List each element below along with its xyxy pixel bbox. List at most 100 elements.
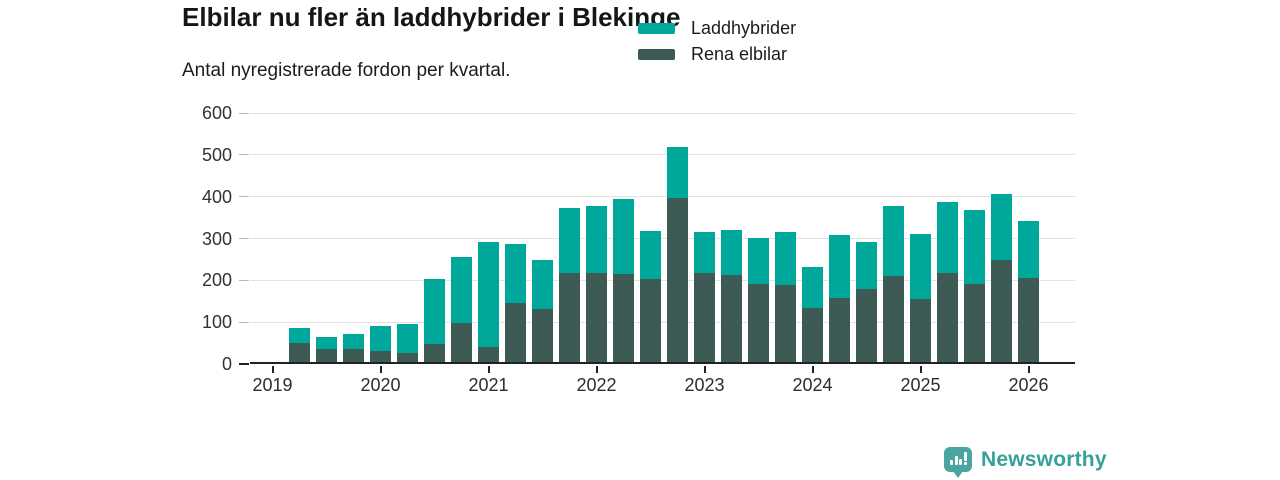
- bar-2019-Q4-laddhybrider: [343, 334, 364, 349]
- y-axis-label-500: 500: [172, 146, 232, 164]
- bar-2020-Q4-laddhybrider: [451, 257, 472, 324]
- bar-2023-Q2-rena-elbilar: [721, 275, 742, 362]
- brand-name: Newsworthy: [981, 448, 1107, 472]
- bar-2025-Q4-rena-elbilar: [991, 260, 1012, 362]
- bar-2019-Q2-laddhybrider: [289, 328, 310, 344]
- bar-2024-Q3-rena-elbilar: [856, 289, 877, 362]
- gridline-y-500: [250, 154, 1075, 155]
- x-axis-label-2020: 2020: [336, 375, 426, 396]
- x-tick-mark-2026: [1028, 366, 1030, 373]
- bar-2025-Q1-rena-elbilar: [910, 299, 931, 362]
- bar-2023-Q4-rena-elbilar: [775, 285, 796, 362]
- bar-2022-Q1-rena-elbilar: [586, 273, 607, 363]
- bar-2026-Q1-laddhybrider: [1018, 221, 1039, 279]
- bar-2020-Q2-rena-elbilar: [397, 353, 418, 362]
- bar-2025-Q3-rena-elbilar: [964, 284, 985, 362]
- bar-2026-Q1-rena-elbilar: [1018, 278, 1039, 362]
- bar-2020-Q2-laddhybrider: [397, 324, 418, 352]
- x-axis-label-2025: 2025: [876, 375, 966, 396]
- x-axis-label-2021: 2021: [444, 375, 534, 396]
- x-axis-label-2024: 2024: [768, 375, 858, 396]
- bar-2022-Q1-laddhybrider: [586, 206, 607, 273]
- bar-2021-Q2-laddhybrider: [505, 244, 526, 303]
- bar-2022-Q3-laddhybrider: [640, 231, 661, 279]
- bar-2025-Q4-laddhybrider: [991, 194, 1012, 260]
- y-axis-label-600: 600: [172, 104, 232, 122]
- bar-2023-Q2-laddhybrider: [721, 230, 742, 275]
- bar-2020-Q1-rena-elbilar: [370, 351, 391, 362]
- bar-2020-Q3-laddhybrider: [424, 279, 445, 344]
- x-tick-mark-2025: [920, 366, 922, 373]
- x-axis-label-2026: 2026: [984, 375, 1074, 396]
- logo-bar-3: [959, 459, 962, 465]
- bar-2021-Q2-rena-elbilar: [505, 303, 526, 362]
- bar-2023-Q4-laddhybrider: [775, 232, 796, 284]
- x-tick-mark-2021: [488, 366, 490, 373]
- bar-2023-Q3-laddhybrider: [748, 238, 769, 284]
- logo-bar-1: [950, 460, 953, 465]
- bar-2022-Q3-rena-elbilar: [640, 279, 661, 362]
- x-axis-label-2022: 2022: [552, 375, 642, 396]
- bar-2020-Q4-rena-elbilar: [451, 323, 472, 362]
- bar-2020-Q1-laddhybrider: [370, 326, 391, 351]
- y-tick-mark-600: [239, 113, 249, 114]
- bar-2020-Q3-rena-elbilar: [424, 344, 445, 362]
- y-axis-label-100: 100: [172, 313, 232, 331]
- x-axis-label-2019: 2019: [228, 375, 318, 396]
- y-tick-mark-0: [239, 363, 249, 365]
- chart-subtitle: Antal nyregistrerade fordon per kvartal.: [182, 60, 510, 82]
- bar-2025-Q2-laddhybrider: [937, 202, 958, 273]
- bar-2022-Q2-rena-elbilar: [613, 274, 634, 362]
- y-axis-label-200: 200: [172, 271, 232, 289]
- x-tick-mark-2024: [812, 366, 814, 373]
- bar-2021-Q1-laddhybrider: [478, 242, 499, 347]
- bar-2019-Q4-rena-elbilar: [343, 349, 364, 362]
- legend-item-laddhybrider: Laddhybrider: [638, 15, 796, 41]
- bar-2022-Q4-rena-elbilar: [667, 198, 688, 362]
- y-axis-label-400: 400: [172, 188, 232, 206]
- y-axis-label-0: 0: [172, 355, 232, 373]
- y-tick-mark-200: [239, 280, 249, 281]
- legend-swatch: [638, 23, 675, 34]
- speech-bubble-tail: [953, 471, 963, 478]
- x-axis-label-2023: 2023: [660, 375, 750, 396]
- bar-2024-Q1-rena-elbilar: [802, 308, 823, 362]
- logo-exclamation-dot: [964, 462, 967, 465]
- y-tick-mark-100: [239, 322, 249, 323]
- x-tick-mark-2020: [380, 366, 382, 373]
- bar-2025-Q1-laddhybrider: [910, 234, 931, 298]
- y-tick-mark-300: [239, 238, 249, 239]
- bar-2024-Q3-laddhybrider: [856, 242, 877, 289]
- bar-2023-Q1-laddhybrider: [694, 232, 715, 273]
- plot-area: 0100200300400500600201920202021202220232…: [250, 113, 1075, 364]
- legend-item-rena-elbilar: Rena elbilar: [638, 41, 796, 67]
- bar-2019-Q3-rena-elbilar: [316, 349, 337, 362]
- y-axis-label-300: 300: [172, 230, 232, 248]
- bar-2021-Q4-laddhybrider: [559, 208, 580, 272]
- x-tick-mark-2022: [596, 366, 598, 373]
- brand-footer: Newsworthy: [944, 447, 1107, 472]
- legend: LaddhybriderRena elbilar: [638, 15, 796, 67]
- bar-2025-Q2-rena-elbilar: [937, 273, 958, 362]
- gridline-y-400: [250, 196, 1075, 197]
- bar-2021-Q3-rena-elbilar: [532, 309, 553, 362]
- legend-label: Laddhybrider: [691, 18, 796, 39]
- x-tick-mark-2023: [704, 366, 706, 373]
- bar-2022-Q2-laddhybrider: [613, 199, 634, 274]
- bar-2021-Q4-rena-elbilar: [559, 273, 580, 363]
- y-tick-mark-500: [239, 154, 249, 155]
- legend-swatch: [638, 49, 675, 60]
- bar-2024-Q2-laddhybrider: [829, 235, 850, 298]
- bar-2022-Q4-laddhybrider: [667, 147, 688, 199]
- bar-2025-Q3-laddhybrider: [964, 210, 985, 284]
- bar-2024-Q4-laddhybrider: [883, 206, 904, 276]
- gridline-y-600: [250, 113, 1075, 114]
- bar-2019-Q3-laddhybrider: [316, 337, 337, 350]
- x-tick-mark-2019: [272, 366, 274, 373]
- newsworthy-logo-icon: [944, 447, 972, 472]
- bar-2024-Q2-rena-elbilar: [829, 298, 850, 362]
- bar-2024-Q4-rena-elbilar: [883, 276, 904, 362]
- logo-bar-2: [955, 456, 958, 465]
- bar-2021-Q1-rena-elbilar: [478, 347, 499, 362]
- bar-2021-Q3-laddhybrider: [532, 260, 553, 310]
